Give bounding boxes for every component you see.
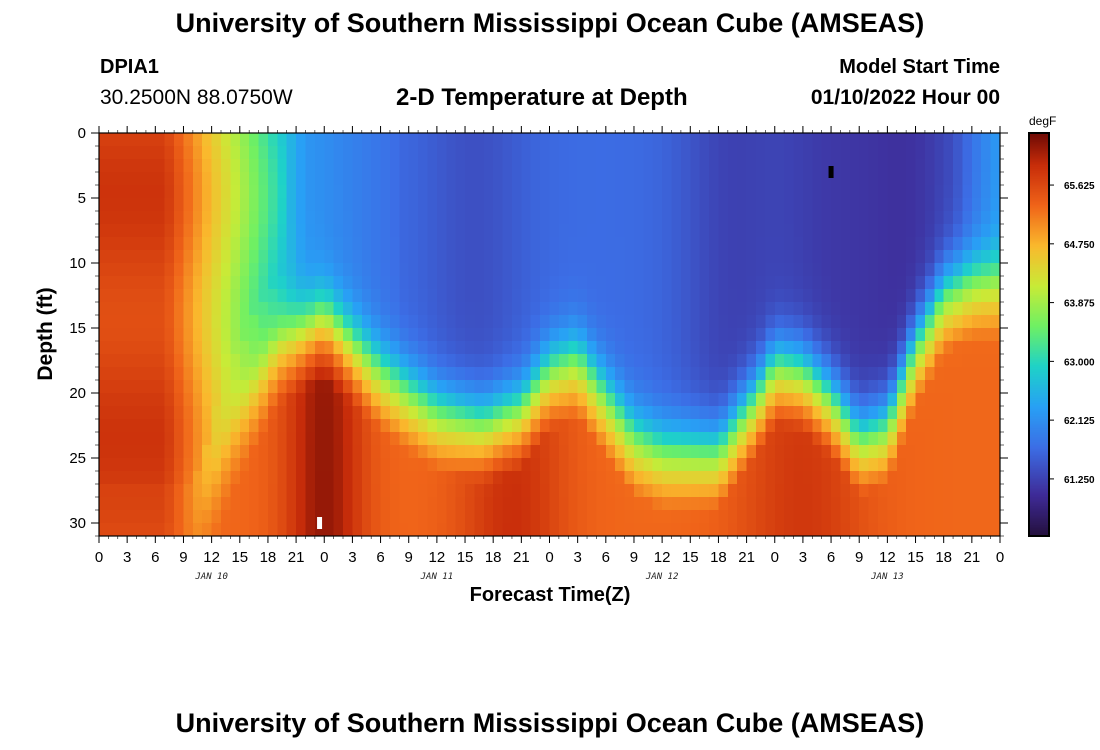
temperature-heatmap: [99, 133, 1000, 536]
x-tick-label: 18: [485, 549, 502, 566]
x-tick-label: 15: [682, 549, 699, 566]
x-axis-title-text: Forecast Time(Z): [469, 584, 631, 606]
colorbar-tick-label: 63.875: [1064, 299, 1095, 310]
x-tick-label: 21: [288, 549, 305, 566]
x-tick-label: 0: [95, 549, 103, 566]
footer-title: University of Southern Mississippi Ocean…: [175, 708, 925, 738]
colorbar-tick-label: 61.250: [1064, 475, 1095, 486]
x-tick-label: 6: [827, 549, 835, 566]
x-tick-label: 15: [457, 549, 474, 566]
x-tick-label: 3: [123, 549, 131, 566]
y-tick-label: 10: [69, 255, 86, 272]
colorbar: [1029, 133, 1049, 536]
y-tick-label: 25: [69, 450, 86, 467]
x-tick-label: 18: [935, 549, 952, 566]
x-tick-label: 15: [907, 549, 924, 566]
station-id: DPIA1: [100, 56, 159, 78]
x-tick-label: 6: [602, 549, 610, 566]
x-tick-label: 0: [996, 549, 1004, 566]
x-tick-label: 9: [179, 549, 187, 566]
x-tick-label: 3: [799, 549, 807, 566]
plot-frame: [98, 132, 1001, 537]
y-axis-title: Depth (ft): [34, 287, 57, 381]
x-tick-label: 0: [320, 549, 328, 566]
y-tick-label: 30: [69, 515, 86, 532]
x-tick-label: 0: [771, 549, 779, 566]
model-start-value: 01/10/2022 Hour 00: [810, 86, 1000, 109]
colorbar-tick-label: 65.625: [1064, 181, 1095, 192]
station-coordinates: 30.2500N 88.0750W: [100, 86, 293, 109]
day-label: JAN 13: [870, 572, 904, 582]
day-label: JAN 12: [645, 572, 679, 582]
y-tick-label: 20: [69, 385, 86, 402]
chart-title: University of Southern Mississippi Ocean…: [175, 8, 925, 38]
model-start-label: Model Start Time: [839, 56, 1000, 78]
x-tick-label: 0: [545, 549, 553, 566]
marker: [828, 166, 834, 178]
x-tick-label: 12: [429, 549, 446, 566]
x-tick-label: 9: [630, 549, 638, 566]
y-tick-label: 0: [78, 125, 86, 142]
marker: [317, 517, 323, 529]
y-tick-label: 5: [78, 190, 86, 207]
x-tick-label: 18: [710, 549, 727, 566]
y-tick-label: 15: [69, 320, 86, 337]
colorbar-tick-label: 63.000: [1064, 357, 1095, 368]
x-tick-label: 21: [513, 549, 530, 566]
x-tick-label: 12: [879, 549, 896, 566]
x-tick-label: 15: [231, 549, 248, 566]
day-label: JAN 11: [420, 572, 454, 582]
colorbar-frame: [1028, 132, 1050, 537]
colorbar-tick-label: 64.750: [1064, 240, 1095, 251]
x-tick-label: 9: [855, 549, 863, 566]
colorbar-unit: degF: [1029, 114, 1057, 128]
colorbar-tick-label: 62.125: [1064, 416, 1095, 427]
x-tick-label: 21: [738, 549, 755, 566]
x-tick-label: 21: [964, 549, 981, 566]
x-tick-label: 6: [151, 549, 159, 566]
day-label: JAN 10: [194, 572, 228, 582]
x-tick-label: 18: [260, 549, 277, 566]
x-tick-label: 6: [376, 549, 384, 566]
x-tick-label: 3: [348, 549, 356, 566]
chart-subtitle: 2-D Temperature at Depth: [396, 84, 688, 111]
x-axis-title: Forecast Time(Z): [0, 584, 1100, 607]
x-tick-label: 12: [654, 549, 671, 566]
x-tick-label: 12: [203, 549, 220, 566]
x-tick-label: 3: [573, 549, 581, 566]
x-tick-label: 9: [405, 549, 413, 566]
